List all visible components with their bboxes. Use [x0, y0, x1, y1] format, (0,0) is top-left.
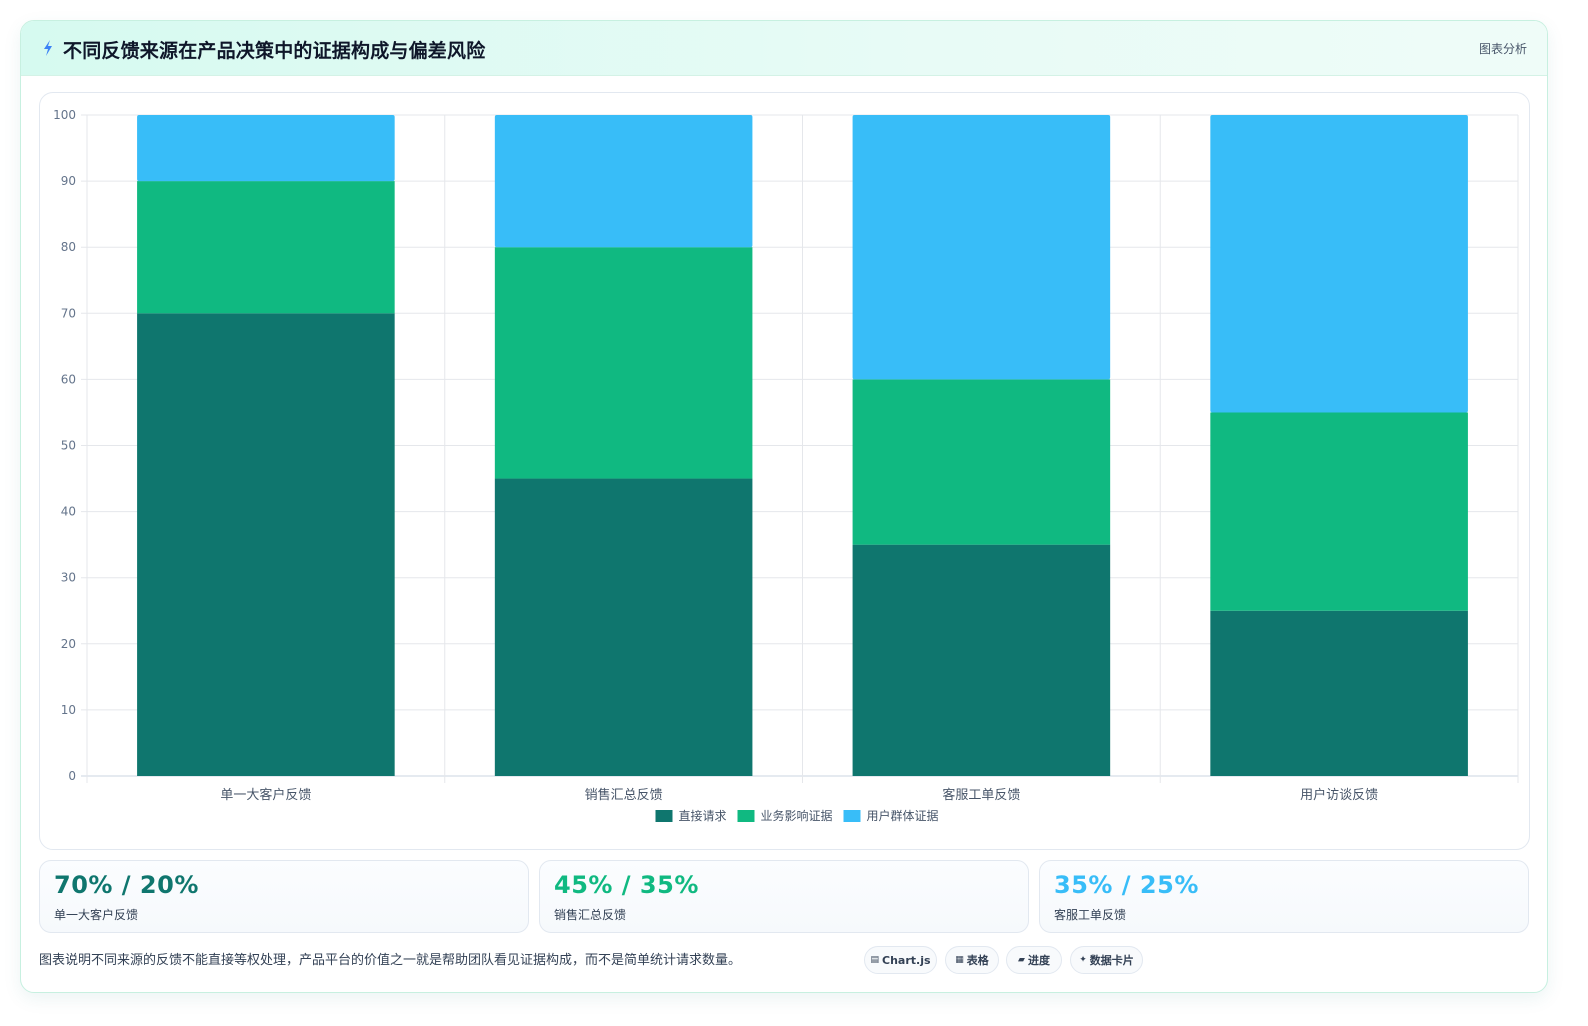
- page-title: 不同反馈来源在产品决策中的证据构成与偏差风险: [63, 40, 486, 62]
- bar-segment: [852, 544, 1111, 776]
- chart-panel: 0 10 20 30 40 50 60 70 80 90 100 单一大客户反馈 销售汇总反馈 客服工单反…: [39, 92, 1530, 850]
- bar-segment: [137, 313, 395, 776]
- stacked-bar-chart: 0 10 20 30 40 50 60 70 80 90 100 单一大客户反馈 销售汇总反馈 客服工单反…: [53, 108, 1519, 823]
- legend-swatch: [737, 810, 755, 822]
- chart-analysis-tag[interactable]: 图表分析: [1478, 42, 1527, 56]
- y-tick-label: 40: [61, 505, 76, 519]
- legend-label: 用户群体证据: [867, 808, 939, 823]
- legend-label: 直接请求: [679, 808, 727, 823]
- chip-label: 表格: [966, 954, 989, 967]
- x-tick-label: 销售汇总反馈: [585, 787, 663, 803]
- sparkle-icon: ✦: [1079, 955, 1087, 965]
- x-tick-label: 客服工单反馈: [942, 787, 1020, 803]
- y-tick-label: 80: [61, 240, 76, 254]
- chart-footnote: 图表说明不同来源的反馈不能直接等权处理，产品平台的价值之一就是帮助团队看见证据构…: [39, 953, 742, 968]
- chip-label: 进度: [1027, 954, 1050, 967]
- bar-segment: [494, 247, 753, 479]
- progress-icon: ▰: [1018, 955, 1025, 965]
- table-icon: ▦: [955, 955, 964, 965]
- stat-value: 45% / 35%: [554, 871, 699, 899]
- y-tick-label: 100: [53, 108, 76, 122]
- y-tick-label: 90: [61, 174, 76, 188]
- y-tick-label: 30: [61, 571, 76, 585]
- chart-card: 不同反馈来源在产品决策中的证据构成与偏差风险 图表分析 0 10 20 30 40 50 6…: [20, 20, 1548, 993]
- chip-label: Chart.js: [882, 953, 931, 967]
- bar-segment: [494, 115, 753, 248]
- chip-label: 数据卡片: [1089, 954, 1134, 967]
- bar-segment: [852, 115, 1111, 380]
- y-tick-label: 60: [61, 372, 76, 386]
- bar-segment: [137, 115, 395, 182]
- chip-table[interactable]: ▦ 表格: [945, 946, 999, 974]
- stat-label: 客服工单反馈: [1054, 908, 1127, 922]
- stat-value: 70% / 20%: [54, 871, 199, 899]
- y-tick-label: 70: [61, 306, 76, 320]
- legend-label: 业务影响证据: [761, 808, 833, 823]
- chip-chartjs[interactable]: ▤ Chart.js: [864, 946, 937, 974]
- stat-card-single-customer: 70% / 20% 单一大客户反馈: [39, 860, 529, 933]
- y-tick-label: 0: [68, 769, 76, 783]
- bar-segment: [852, 379, 1111, 545]
- chip-progress[interactable]: ▰ 进度: [1006, 946, 1062, 974]
- legend-swatch: [655, 810, 673, 822]
- bar-segment: [137, 181, 395, 314]
- stat-label: 销售汇总反馈: [554, 908, 627, 922]
- y-tick-label: 50: [61, 439, 76, 453]
- bar-segment: [1210, 412, 1468, 611]
- x-tick-label: 单一大客户反馈: [220, 787, 311, 803]
- y-tick-label: 20: [61, 637, 76, 651]
- chart-icon: ▤: [870, 955, 879, 965]
- lightning-icon: [44, 40, 52, 56]
- bar-segment: [494, 478, 753, 776]
- stat-label: 单一大客户反馈: [54, 908, 139, 922]
- y-tick-label: 10: [61, 703, 76, 717]
- stat-card-sales: 45% / 35% 销售汇总反馈: [539, 860, 1029, 933]
- bar-segment: [1210, 115, 1468, 413]
- legend-swatch: [843, 810, 861, 822]
- stat-value: 35% / 25%: [1054, 871, 1199, 899]
- card-header: 不同反馈来源在产品决策中的证据构成与偏差风险 图表分析: [21, 21, 1547, 76]
- bar-segment: [1210, 610, 1468, 776]
- x-tick-label: 用户访谈反馈: [1300, 787, 1378, 803]
- chip-data-cards[interactable]: ✦ 数据卡片: [1070, 946, 1143, 974]
- stat-card-support: 35% / 25% 客服工单反馈: [1039, 860, 1529, 933]
